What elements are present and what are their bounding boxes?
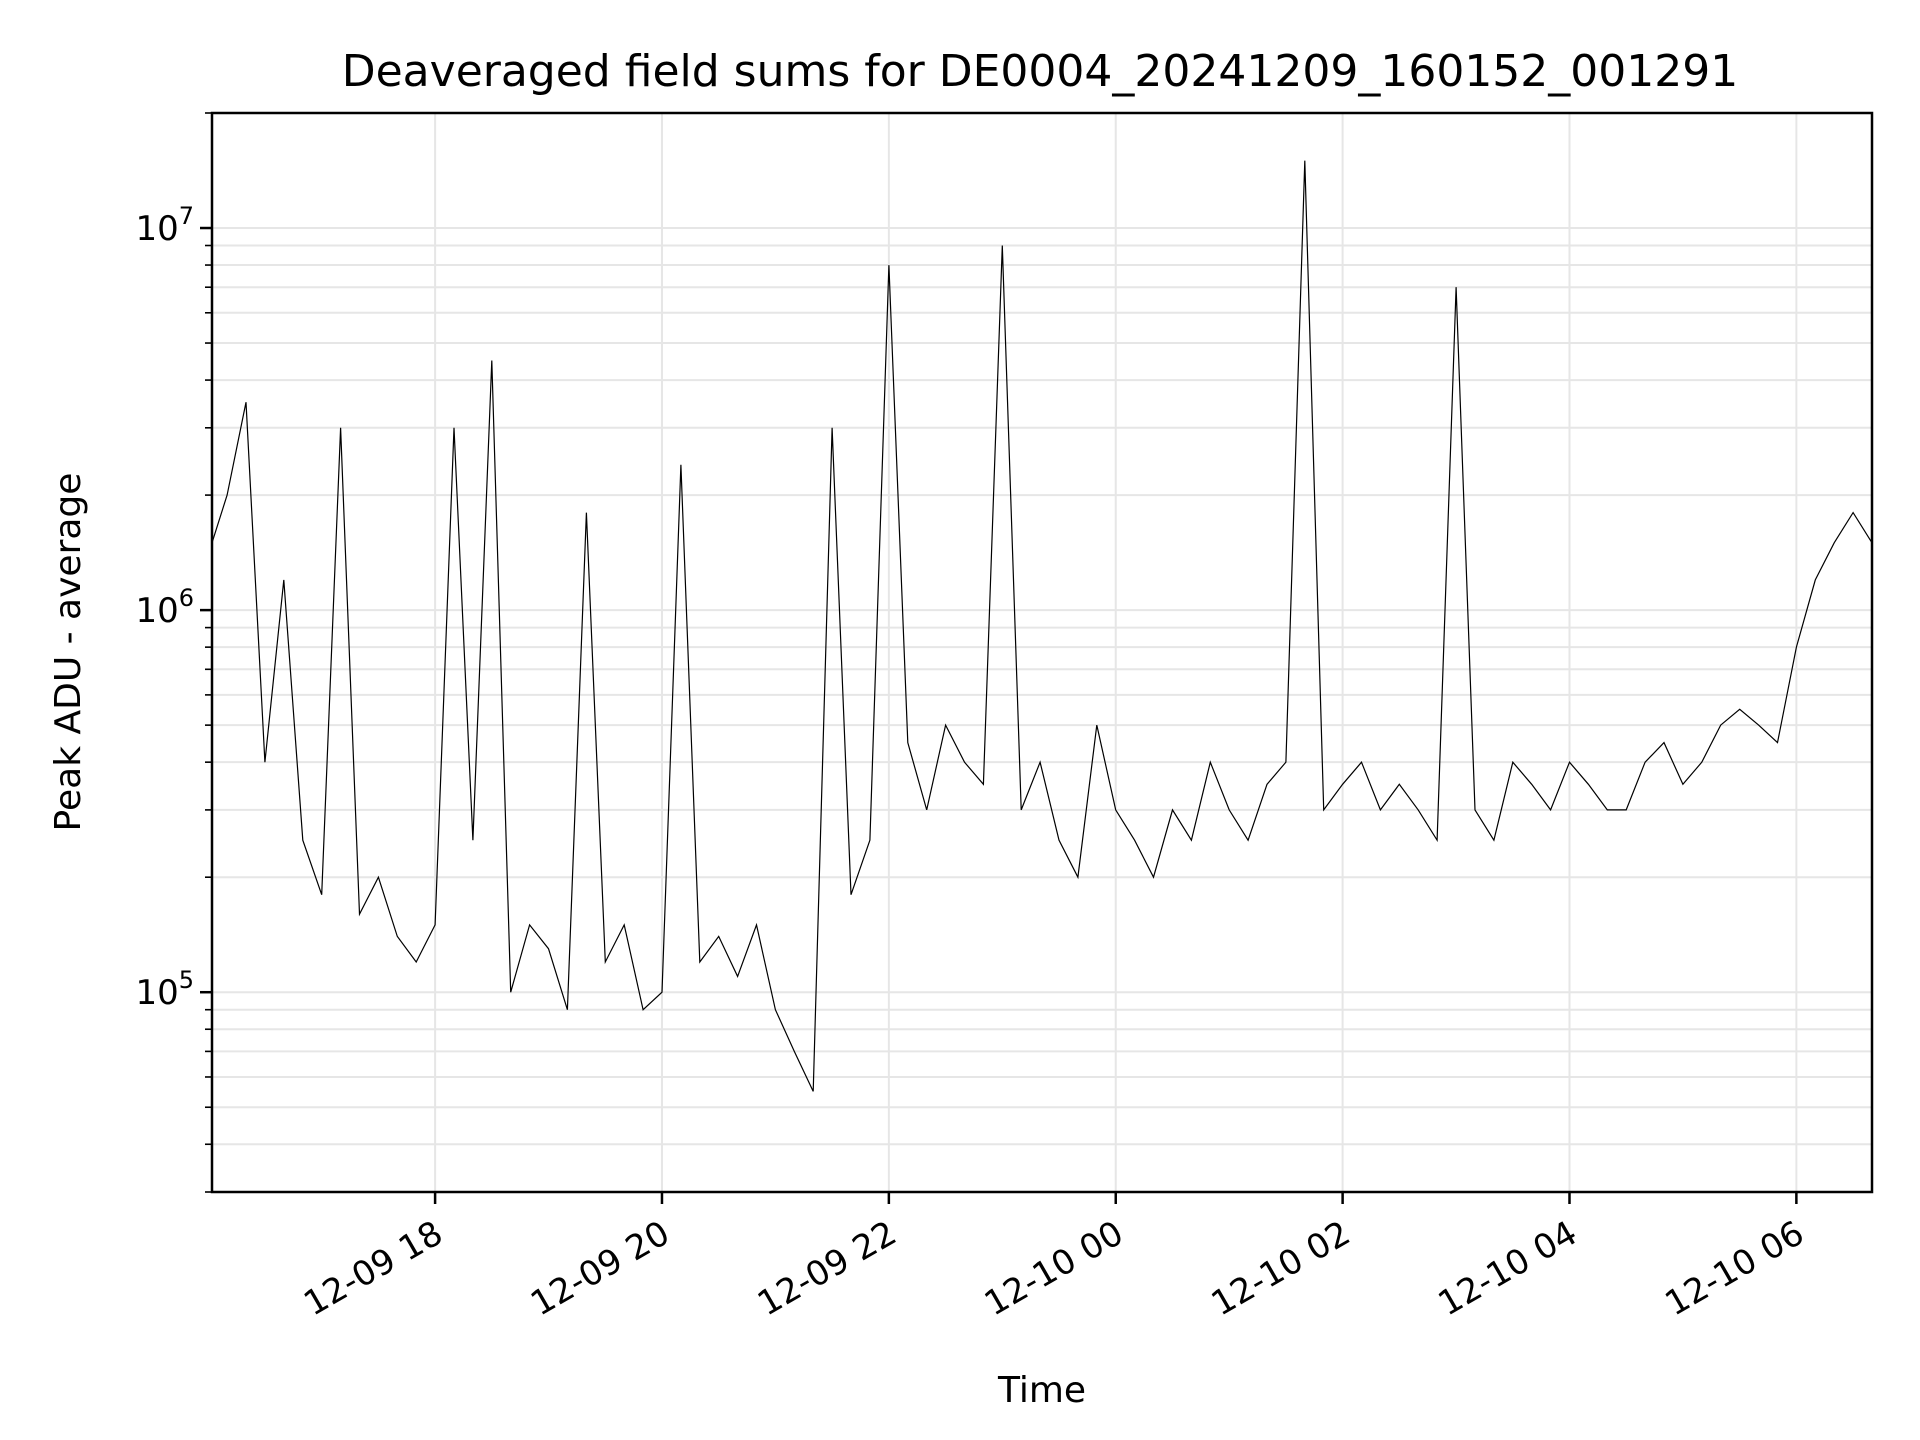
x-tick-label: 12-09 22 bbox=[751, 1213, 903, 1324]
y-axis-label: Peak ADU - average bbox=[48, 473, 89, 832]
y-tick-label: 107 bbox=[135, 202, 194, 249]
series-line bbox=[211, 160, 1873, 1092]
y-axis-ticks: 105 106 107 bbox=[135, 112, 212, 1193]
x-axis-ticks: 12-09 18 12-09 20 12-09 22 12-10 00 12-10 02… bbox=[297, 1192, 1811, 1324]
plot-frame bbox=[210, 111, 1874, 1194]
chart-title: Deaveraged field sums for DE0004_2024120… bbox=[342, 46, 1739, 97]
x-tick-label: 12-10 04 bbox=[1432, 1213, 1584, 1324]
x-tick-label: 12-10 00 bbox=[978, 1213, 1130, 1324]
y-tick-label: 105 bbox=[135, 966, 194, 1013]
x-axis-label: Time bbox=[997, 1370, 1086, 1411]
x-tick-label: 12-09 18 bbox=[297, 1213, 449, 1324]
x-tick-label: 12-10 02 bbox=[1205, 1213, 1357, 1324]
x-tick-label: 12-10 06 bbox=[1658, 1213, 1810, 1324]
x-tick-label: 12-09 20 bbox=[524, 1213, 676, 1324]
grid bbox=[212, 112, 1872, 1193]
y-tick-label: 106 bbox=[135, 584, 194, 631]
